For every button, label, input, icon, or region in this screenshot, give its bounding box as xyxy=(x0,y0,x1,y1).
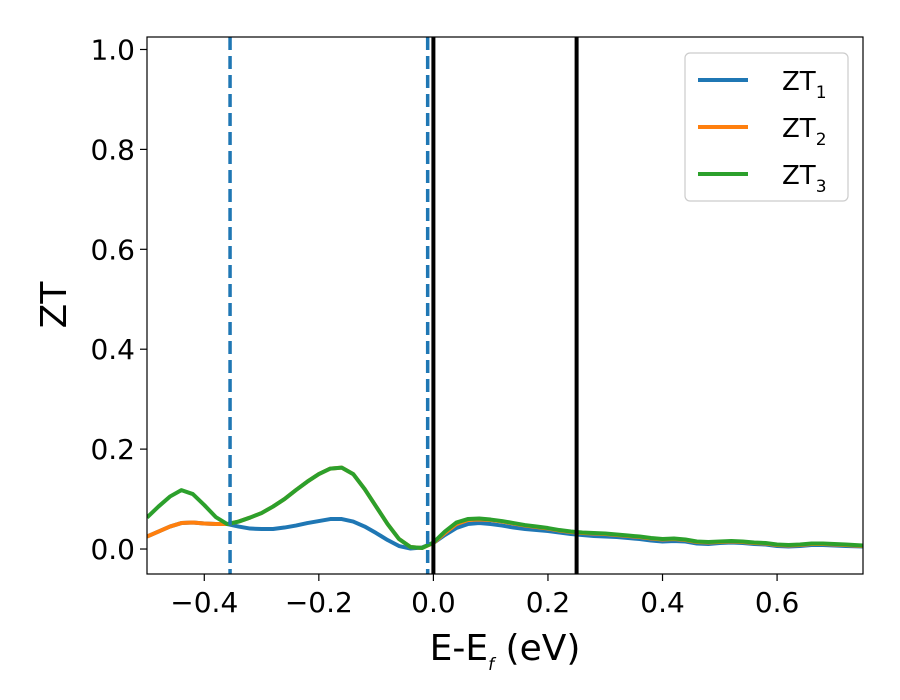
x-tick-label: −0.2 xyxy=(285,586,353,619)
x-tick-label: 0.0 xyxy=(411,586,456,619)
legend-label-zt1: ZT1 xyxy=(782,67,827,103)
y-tick-label: 0.6 xyxy=(90,233,135,266)
legend: ZT1 ZT2 ZT3 xyxy=(684,52,849,202)
series-line-zt3 xyxy=(147,465,863,551)
x-tick-label: 0.2 xyxy=(526,586,571,619)
series-line-zt2 xyxy=(147,465,863,551)
x-tick-label: 0.4 xyxy=(640,586,685,619)
y-tick-label: 0.4 xyxy=(90,333,135,366)
plot-frame xyxy=(146,36,864,575)
y-tick-label: 0.2 xyxy=(90,433,135,466)
x-tick-label: −0.4 xyxy=(170,586,238,619)
y-tick-label: 1.0 xyxy=(90,33,135,66)
y-tick-label: 0.8 xyxy=(90,133,135,166)
x-axis-label: E-Ef (eV) xyxy=(430,628,581,675)
x-tick-label: 0.6 xyxy=(755,586,800,619)
legend-label-zt2: ZT2 xyxy=(782,114,827,150)
y-tick-label: 0.0 xyxy=(90,533,135,566)
legend-box xyxy=(684,52,849,202)
y-axis-label: ZT xyxy=(34,281,75,329)
legend-label-zt3: ZT3 xyxy=(782,161,827,197)
